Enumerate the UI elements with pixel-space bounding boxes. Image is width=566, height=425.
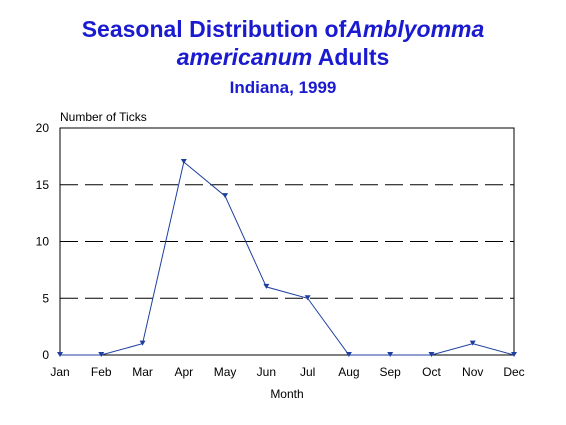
data-point-oct — [428, 352, 435, 357]
data-point-apr — [180, 159, 187, 165]
chart-title-line2: americanum Adults — [0, 43, 566, 71]
x-tick-label: Jan — [50, 365, 69, 379]
chart-title-line1: Seasonal Distribution ofAmblyomma — [0, 15, 566, 43]
x-tick-label: Apr — [174, 365, 193, 379]
data-point-mar — [139, 340, 146, 346]
chart-title-genus: Amblyomma — [346, 16, 485, 42]
x-tick-label: May — [214, 365, 237, 379]
y-axis-ticks: 0 5 10 15 20 — [36, 121, 50, 362]
x-tick-label: Jul — [300, 365, 315, 379]
x-tick-label: Dec — [503, 365, 524, 379]
x-tick-label: Aug — [338, 365, 359, 379]
data-point-jan — [57, 352, 63, 357]
y-tick-label: 0 — [42, 348, 49, 362]
y-axis-label: Number of Ticks — [60, 110, 147, 124]
grid-lines — [60, 184, 514, 299]
chart-subtitle: Indiana, 1999 — [229, 78, 337, 97]
x-tick-label: Nov — [462, 365, 483, 379]
data-point-jun — [263, 283, 270, 289]
x-tick-label: Oct — [422, 365, 441, 379]
series-line — [60, 161, 515, 356]
y-tick-label: 15 — [36, 178, 50, 192]
chart-title-suffix: Adults — [317, 44, 390, 70]
data-point-may — [222, 193, 229, 199]
x-tick-label: Mar — [132, 365, 153, 379]
data-point-sep — [387, 352, 394, 357]
x-axis-label: Month — [270, 387, 303, 401]
chart-title-prefix: Seasonal Distribution of — [81, 16, 347, 42]
chart-title-species: americanum — [176, 44, 313, 70]
data-point-feb — [98, 352, 105, 357]
x-tick-label: Feb — [91, 365, 112, 379]
x-axis-ticks: Jan Feb Mar Apr May Jun Jul Aug Sep Oct Nov Dec — [50, 365, 524, 379]
data-point-jul — [304, 295, 311, 301]
x-tick-label: Sep — [380, 365, 402, 379]
data-point-nov — [469, 340, 476, 346]
series-ticks — [57, 159, 517, 357]
y-tick-label: 10 — [36, 235, 50, 249]
x-tick-label: Jun — [257, 365, 276, 379]
plot-area-frame — [59, 127, 515, 356]
y-tick-label: 20 — [36, 121, 50, 135]
data-point-dec — [511, 352, 517, 357]
data-point-aug — [345, 352, 352, 357]
y-tick-label: 5 — [42, 291, 49, 305]
